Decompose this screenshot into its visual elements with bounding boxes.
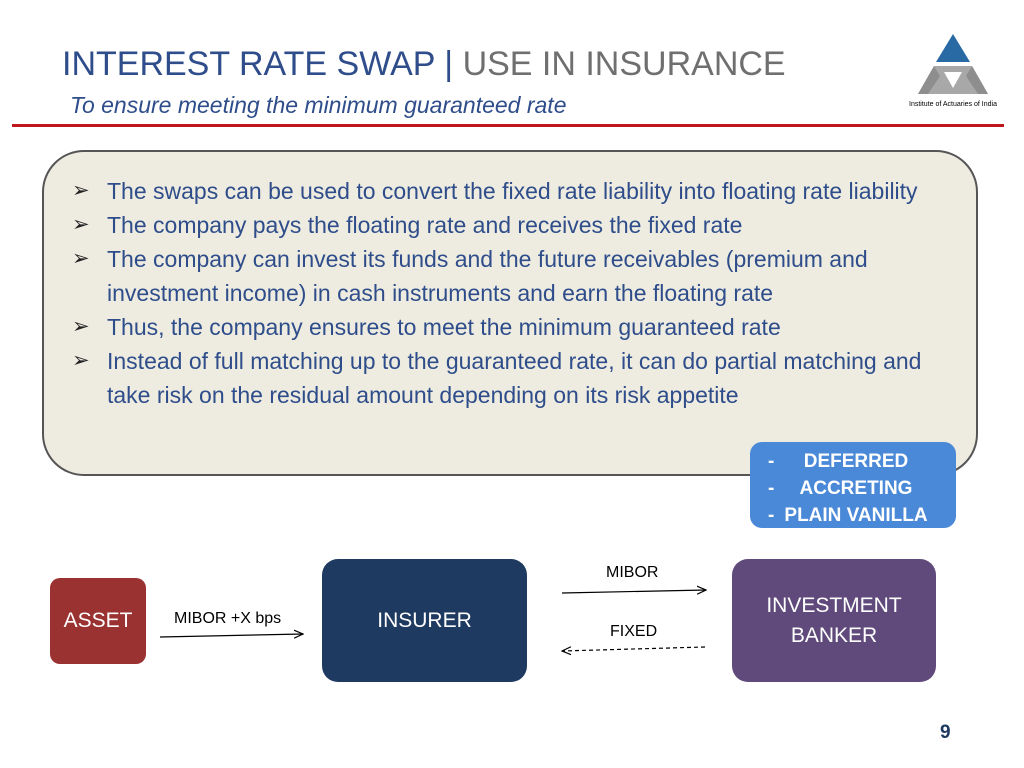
header-divider bbox=[12, 124, 1004, 127]
arrow-bullet-icon: ➢ bbox=[72, 315, 90, 338]
title-separator: | bbox=[444, 45, 454, 83]
bullet-panel bbox=[42, 150, 978, 476]
insurer-to-banker-label: MIBOR bbox=[606, 564, 659, 581]
insurer-to-banker-arrow bbox=[561, 590, 706, 593]
dash-bullet-icon: - bbox=[768, 478, 775, 499]
asset-label: ASSET bbox=[63, 609, 133, 632]
dash-bullet-icon: - bbox=[768, 451, 775, 472]
arrow-bullet-icon: ➢ bbox=[72, 349, 90, 372]
insurer-node: INSURER bbox=[322, 559, 527, 682]
list-item: - PLAIN VANILLA bbox=[764, 502, 948, 529]
bullet-text: Instead of full matching up to the guara… bbox=[107, 348, 922, 408]
swap-type-label: ACCRETING bbox=[799, 478, 913, 499]
swap-type-label: DEFERRED bbox=[803, 451, 909, 472]
banker-to-insurer-label: FIXED bbox=[610, 623, 658, 640]
asset-node: ASSET bbox=[50, 578, 146, 664]
asset-to-insurer-label: MIBOR +X bps bbox=[174, 610, 282, 627]
swap-types-list: - DEFERRED - ACCRETING - PLAIN VANILLA bbox=[764, 448, 948, 529]
bullet-text: The company can invest its funds and the… bbox=[107, 246, 868, 306]
arrow-bullet-icon: ➢ bbox=[72, 179, 90, 202]
list-item: ➢ The company can invest its funds and th… bbox=[72, 242, 962, 310]
bullet-text: The swaps can be used to convert the fix… bbox=[107, 178, 918, 204]
institute-logo-icon bbox=[918, 34, 988, 94]
asset-to-insurer-arrow bbox=[159, 634, 303, 637]
list-item: ➢ Thus, the company ensures to meet the m… bbox=[72, 310, 962, 344]
title-sub: USE IN INSURANCE bbox=[462, 45, 786, 83]
logo-caption: Institute of Actuaries of India bbox=[909, 101, 997, 108]
list-item: ➢ The swaps can be used to convert the fi… bbox=[72, 174, 962, 208]
banker-label-line2: BANKER bbox=[790, 623, 878, 647]
swap-types-box: - DEFERRED - ACCRETING - PLAIN VANILLA bbox=[750, 442, 956, 528]
banker-to-insurer-arrow bbox=[562, 647, 706, 651]
list-item: ➢ Instead of full matching up to the guar… bbox=[72, 344, 962, 412]
bullet-list: ➢ The swaps can be used to convert the fi… bbox=[72, 174, 962, 412]
arrow-bullet-icon: ➢ bbox=[72, 213, 90, 236]
investment-banker-node: INVESTMENT BANKER bbox=[732, 559, 936, 682]
list-item: ➢ The company pays the floating rate and … bbox=[72, 208, 962, 242]
insurer-label: INSURER bbox=[377, 608, 472, 632]
dash-bullet-icon: - bbox=[768, 505, 775, 526]
bullet-text: Thus, the company ensures to meet the mi… bbox=[107, 314, 781, 340]
arrow-bullet-icon: ➢ bbox=[72, 247, 90, 270]
swap-type-label: PLAIN VANILLA bbox=[784, 505, 928, 526]
slide-subtitle: To ensure meeting the minimum guaranteed… bbox=[70, 92, 567, 118]
list-item: - ACCRETING bbox=[764, 475, 948, 502]
title-main: INTEREST RATE SWAP bbox=[62, 45, 435, 83]
list-item: - DEFERRED bbox=[764, 448, 948, 475]
banker-label-line1: INVESTMENT bbox=[766, 593, 902, 617]
slide-title: INTEREST RATE SWAP | USE IN INSURANCE bbox=[62, 44, 786, 84]
page-number: 9 bbox=[940, 722, 951, 743]
bullet-text: The company pays the floating rate and r… bbox=[107, 212, 743, 238]
